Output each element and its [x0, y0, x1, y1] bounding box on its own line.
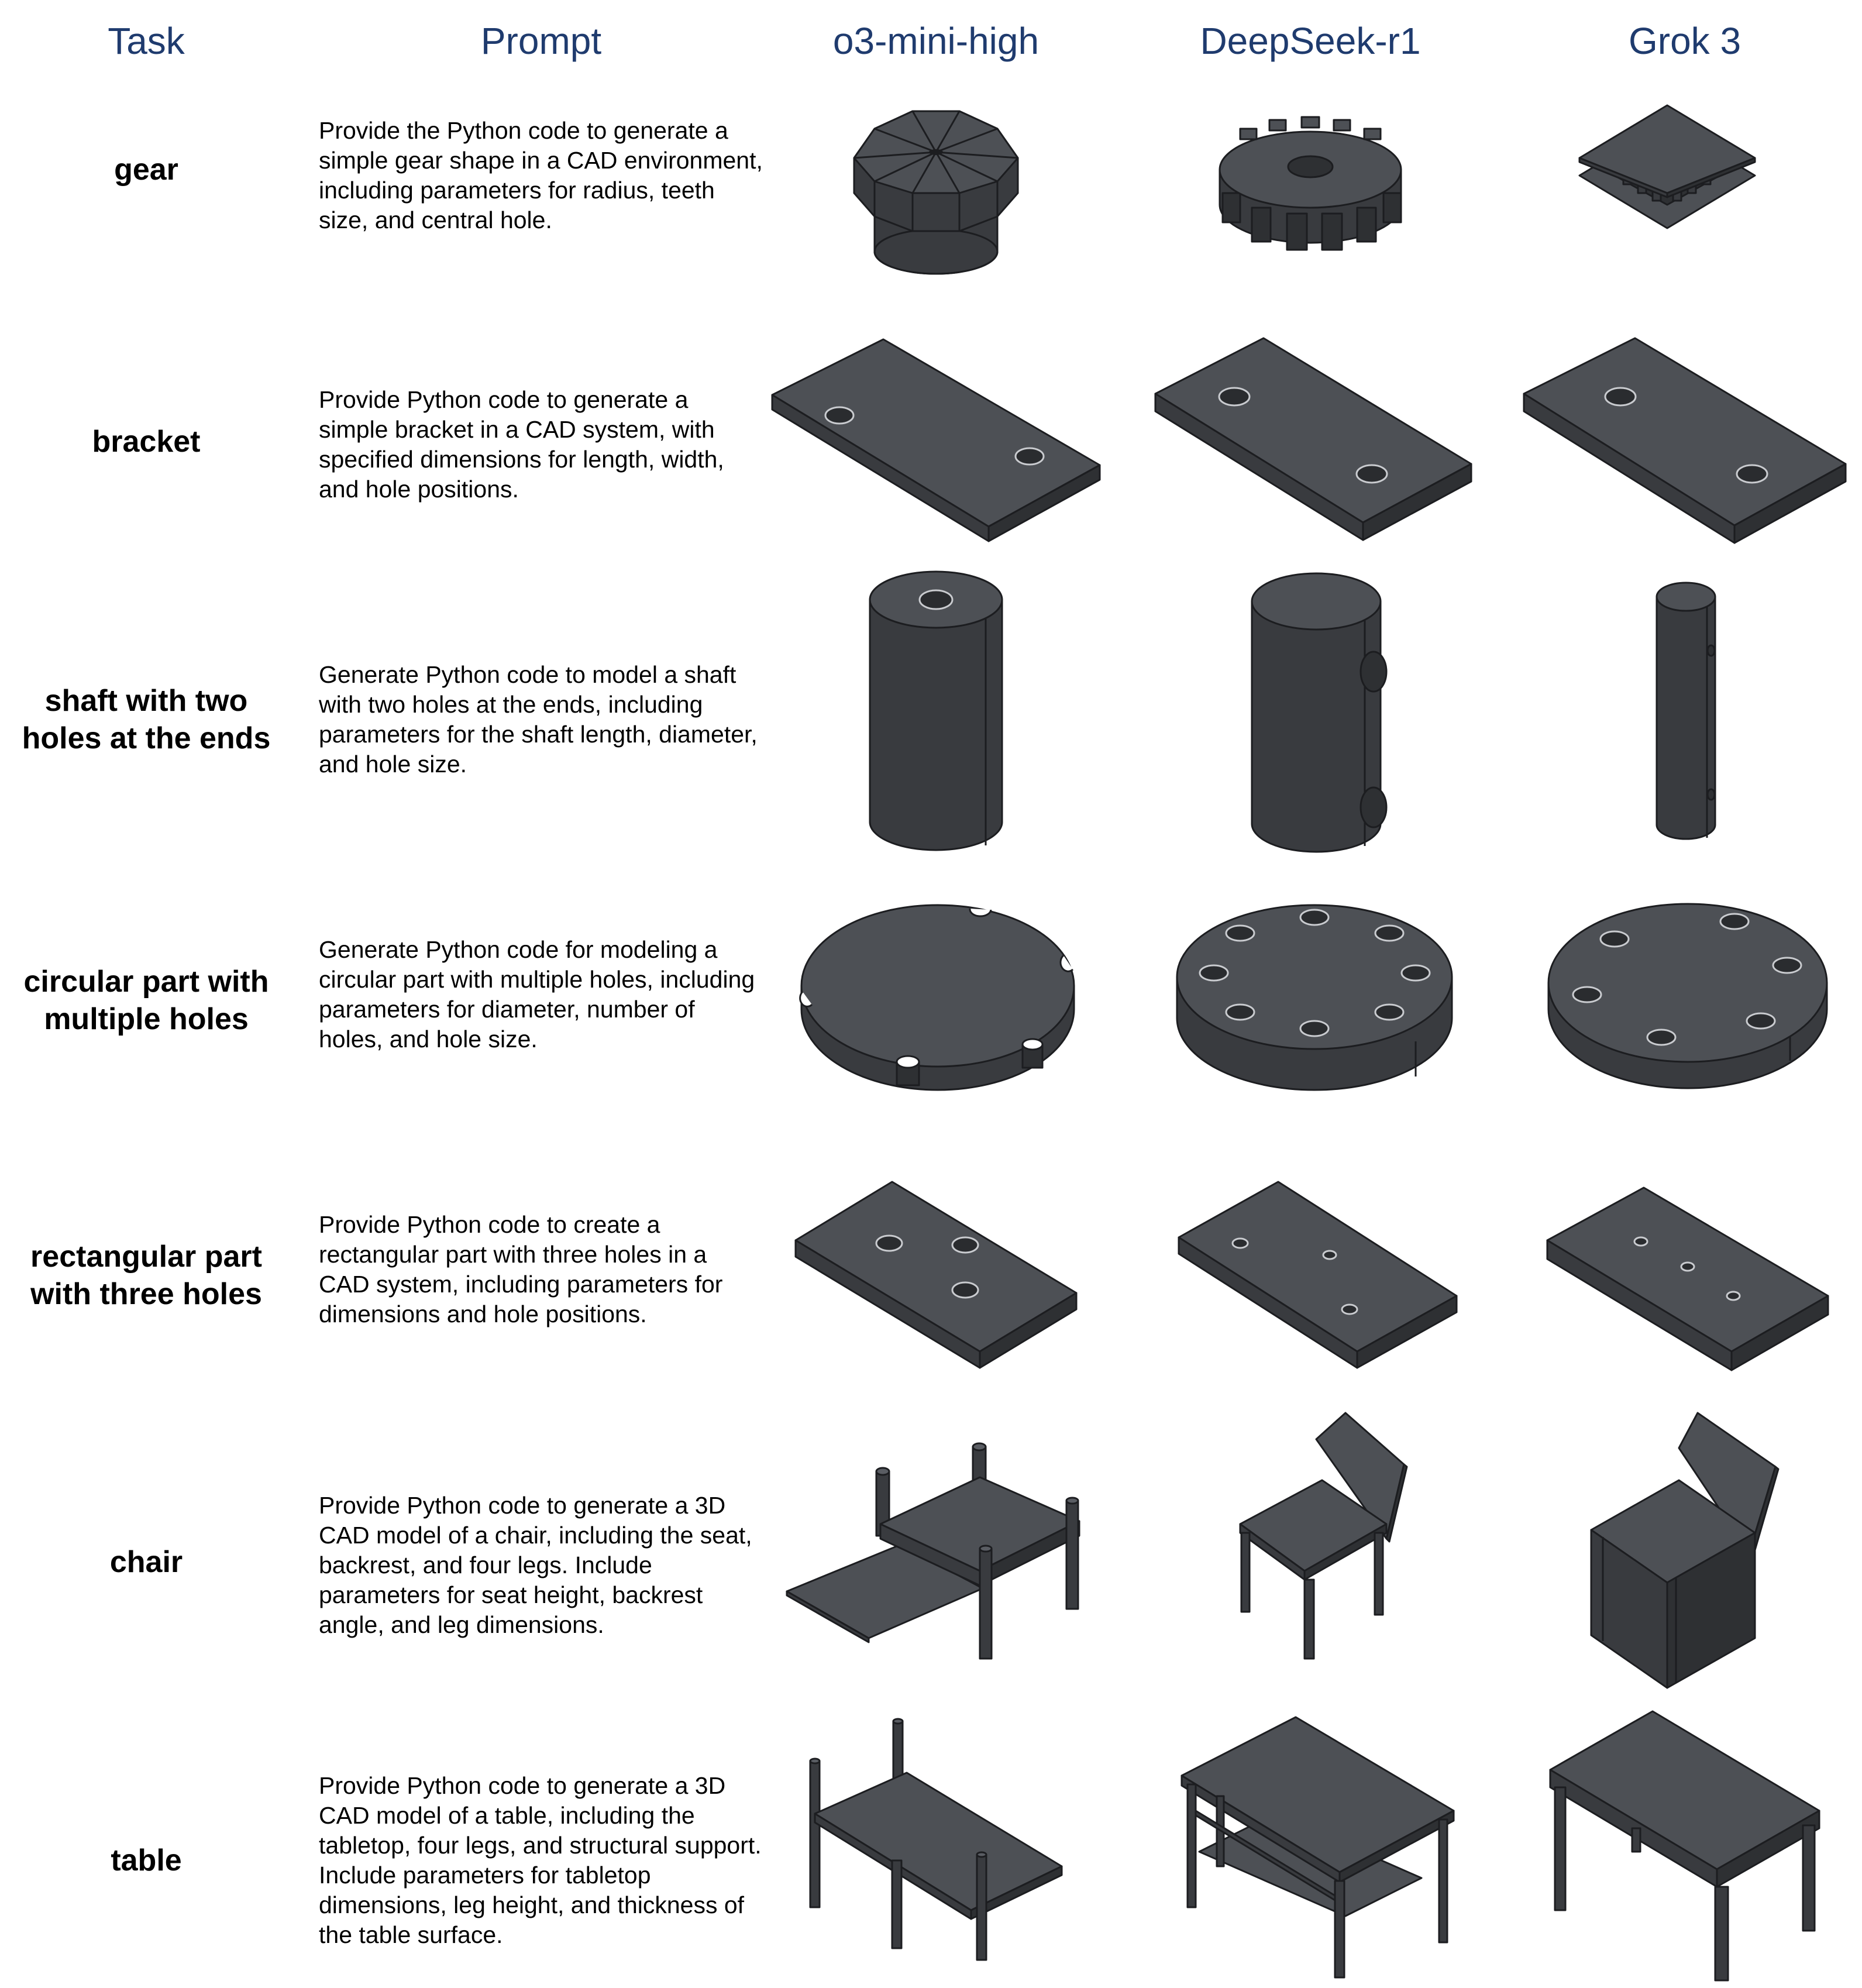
chair-model-o3: [786, 1442, 1080, 1660]
header-o3-mini-high: o3-mini-high: [832, 20, 1040, 62]
prompt-text: Generate Python code to model a shaft wi…: [319, 661, 758, 778]
gear-model-grok: [1578, 104, 1756, 229]
circular-part-model-grok: [1547, 903, 1828, 1089]
prompt-text: Generate Python code for modeling a circ…: [319, 936, 755, 1053]
rectangular-part-model-o3: [794, 1181, 1078, 1369]
table-model-o3: [809, 1718, 1063, 1961]
header-prompt: Prompt: [480, 20, 602, 62]
shaft-model-deepseek: [1251, 572, 1388, 853]
task-label: bracket: [92, 425, 201, 459]
task-label: circular part with multiple holes: [23, 965, 269, 1036]
circular-part-model-o3: [799, 904, 1075, 1091]
task-label: rectangular part with three holes: [30, 1240, 262, 1311]
shaft-model-grok: [1656, 582, 1716, 840]
task-label: chair: [109, 1545, 183, 1579]
rectangular-part-model-grok: [1546, 1186, 1829, 1371]
prompt-text: Provide Python code to generate a simple…: [319, 386, 724, 503]
task-label: gear: [114, 153, 178, 187]
table-model-grok: [1549, 1710, 1820, 1982]
task-label: shaft with two holes at the ends: [22, 684, 271, 755]
prompt-text: Provide Python code to create a rectangu…: [319, 1211, 723, 1327]
gear-model-o3: [853, 110, 1019, 275]
task-label: table: [111, 1843, 182, 1877]
prompt-text: Provide the Python code to generate a si…: [319, 117, 763, 233]
header-deepseek-r1: DeepSeek-r1: [1200, 20, 1421, 62]
chair-model-deepseek: [1239, 1412, 1408, 1660]
bracket-model-grok: [1523, 337, 1847, 544]
circular-part-model-deepseek: [1176, 904, 1453, 1091]
gear-model-deepseek: [1219, 116, 1402, 251]
header-task: Task: [108, 20, 185, 62]
bracket-model-o3: [771, 338, 1101, 542]
prompt-text: Provide Python code to generate a 3D CAD…: [319, 1772, 762, 1948]
header-grok-3: Grok 3: [1628, 20, 1741, 62]
rectangular-part-model-deepseek: [1178, 1181, 1458, 1369]
bracket-model-deepseek: [1154, 337, 1472, 541]
prompt-text: Provide Python code to generate a 3D CAD…: [319, 1491, 752, 1638]
shaft-model-o3: [869, 570, 1003, 851]
chair-model-grok: [1590, 1412, 1780, 1689]
table-model-deepseek: [1180, 1716, 1455, 1979]
